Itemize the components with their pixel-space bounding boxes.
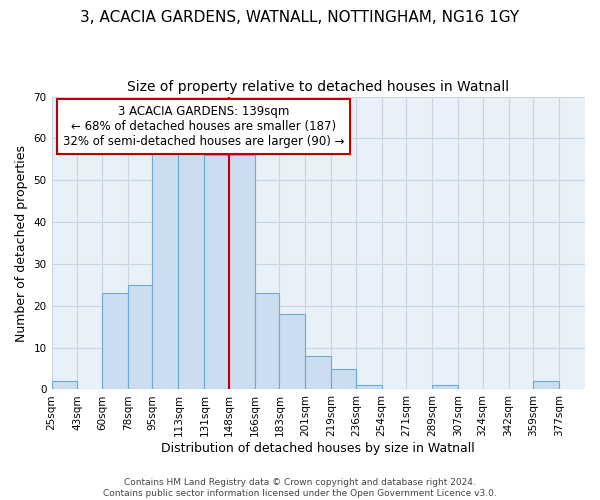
Bar bbox=[305, 356, 331, 390]
Bar bbox=[152, 147, 178, 390]
Bar bbox=[178, 151, 205, 390]
Y-axis label: Number of detached properties: Number of detached properties bbox=[15, 144, 28, 342]
Bar bbox=[128, 285, 152, 390]
Bar bbox=[331, 368, 356, 390]
Bar bbox=[255, 293, 280, 390]
Bar bbox=[102, 293, 128, 390]
Bar bbox=[205, 155, 229, 390]
Bar bbox=[356, 386, 382, 390]
Text: 3, ACACIA GARDENS, WATNALL, NOTTINGHAM, NG16 1GY: 3, ACACIA GARDENS, WATNALL, NOTTINGHAM, … bbox=[80, 10, 520, 25]
Text: Contains HM Land Registry data © Crown copyright and database right 2024.
Contai: Contains HM Land Registry data © Crown c… bbox=[103, 478, 497, 498]
Title: Size of property relative to detached houses in Watnall: Size of property relative to detached ho… bbox=[127, 80, 509, 94]
Bar bbox=[52, 381, 77, 390]
Text: 3 ACACIA GARDENS: 139sqm
← 68% of detached houses are smaller (187)
32% of semi-: 3 ACACIA GARDENS: 139sqm ← 68% of detach… bbox=[63, 106, 344, 148]
Bar bbox=[432, 386, 458, 390]
Bar bbox=[533, 381, 559, 390]
Bar bbox=[229, 155, 255, 390]
X-axis label: Distribution of detached houses by size in Watnall: Distribution of detached houses by size … bbox=[161, 442, 475, 455]
Bar bbox=[280, 314, 305, 390]
